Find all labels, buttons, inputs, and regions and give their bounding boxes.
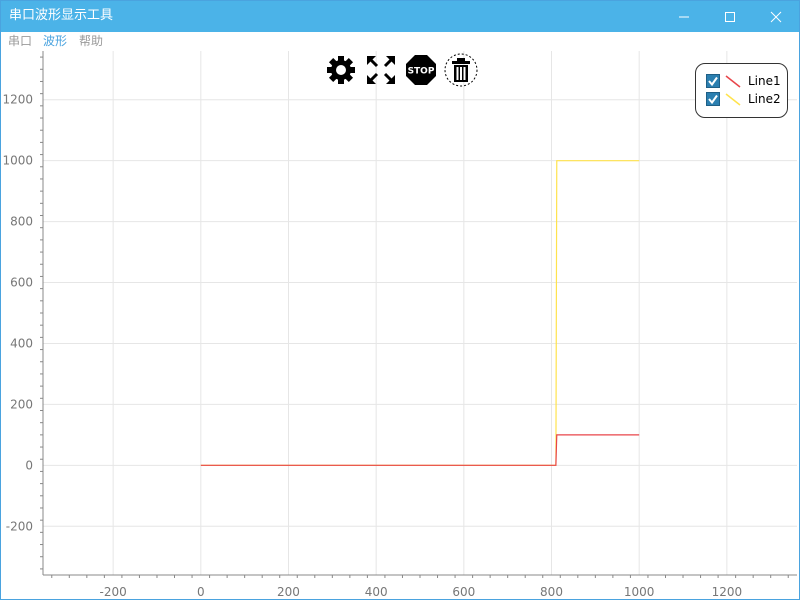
chart-legend: Line1 Line2 [695, 63, 788, 118]
legend-label: Line2 [748, 92, 781, 106]
x-tick-label: 1200 [712, 585, 743, 599]
menu-waveform[interactable]: 波形 [43, 34, 68, 48]
x-tick-label: 0 [197, 585, 205, 599]
y-tick-label: 0 [25, 458, 33, 472]
menu-bar: 串口 波形 帮助 [1, 32, 799, 51]
waveform-chart[interactable]: -200 0 200 400 600 800 1000 1200 -200 0 200 400 600 8… [1, 51, 799, 599]
menu-serial[interactable]: 串口 [8, 34, 33, 48]
window-title: 串口波形显示工具 [9, 8, 114, 23]
y-tick-label: 1000 [2, 154, 33, 168]
close-icon [770, 11, 782, 22]
y-tick-label: 1200 [2, 93, 33, 107]
minimize-icon [679, 16, 689, 17]
y-tick-label: 800 [10, 215, 33, 229]
y-tick-label: 200 [10, 397, 33, 411]
trash-icon [444, 53, 478, 87]
series-line-line1 [200, 434, 640, 466]
checkmark-icon [708, 76, 718, 87]
x-tick-label: 800 [540, 585, 563, 599]
y-tick-label: 600 [10, 276, 33, 290]
settings-button[interactable] [324, 53, 358, 87]
clear-button[interactable] [444, 53, 478, 87]
legend-label: Line1 [748, 74, 781, 88]
x-tick-label: 600 [452, 585, 475, 599]
legend-item-line2[interactable]: Line2 [706, 90, 781, 108]
y-tick-label: 400 [10, 336, 33, 350]
stop-icon: STOP [406, 55, 436, 85]
maximize-icon [725, 11, 735, 22]
maximize-button[interactable] [707, 1, 753, 32]
line2-swatch [725, 93, 741, 106]
line2-checkbox[interactable] [706, 92, 720, 106]
y-tick-label: -200 [6, 519, 33, 533]
x-tick-label: 200 [277, 585, 300, 599]
title-bar: 串口波形显示工具 [1, 1, 799, 32]
gear-icon [327, 56, 355, 84]
plot-area[interactable]: -200 0 200 400 600 800 1000 1200 -200 0 200 400 600 8… [1, 51, 799, 599]
menu-help[interactable]: 帮助 [79, 34, 104, 48]
minimize-button[interactable] [661, 1, 707, 32]
close-button[interactable] [753, 1, 799, 32]
x-tick-label: 400 [365, 585, 388, 599]
x-tick-label: 1000 [624, 585, 655, 599]
expand-icon [367, 56, 395, 84]
line1-checkbox[interactable] [706, 74, 720, 88]
stop-label: STOP [408, 67, 435, 77]
fullscreen-button[interactable] [364, 53, 398, 87]
line1-swatch [725, 75, 741, 88]
legend-item-line1[interactable]: Line1 [706, 72, 781, 90]
stop-button[interactable]: STOP [404, 53, 438, 87]
series-line-line2 [200, 160, 640, 466]
x-tick-label: -200 [100, 585, 127, 599]
checkmark-icon [708, 94, 718, 105]
